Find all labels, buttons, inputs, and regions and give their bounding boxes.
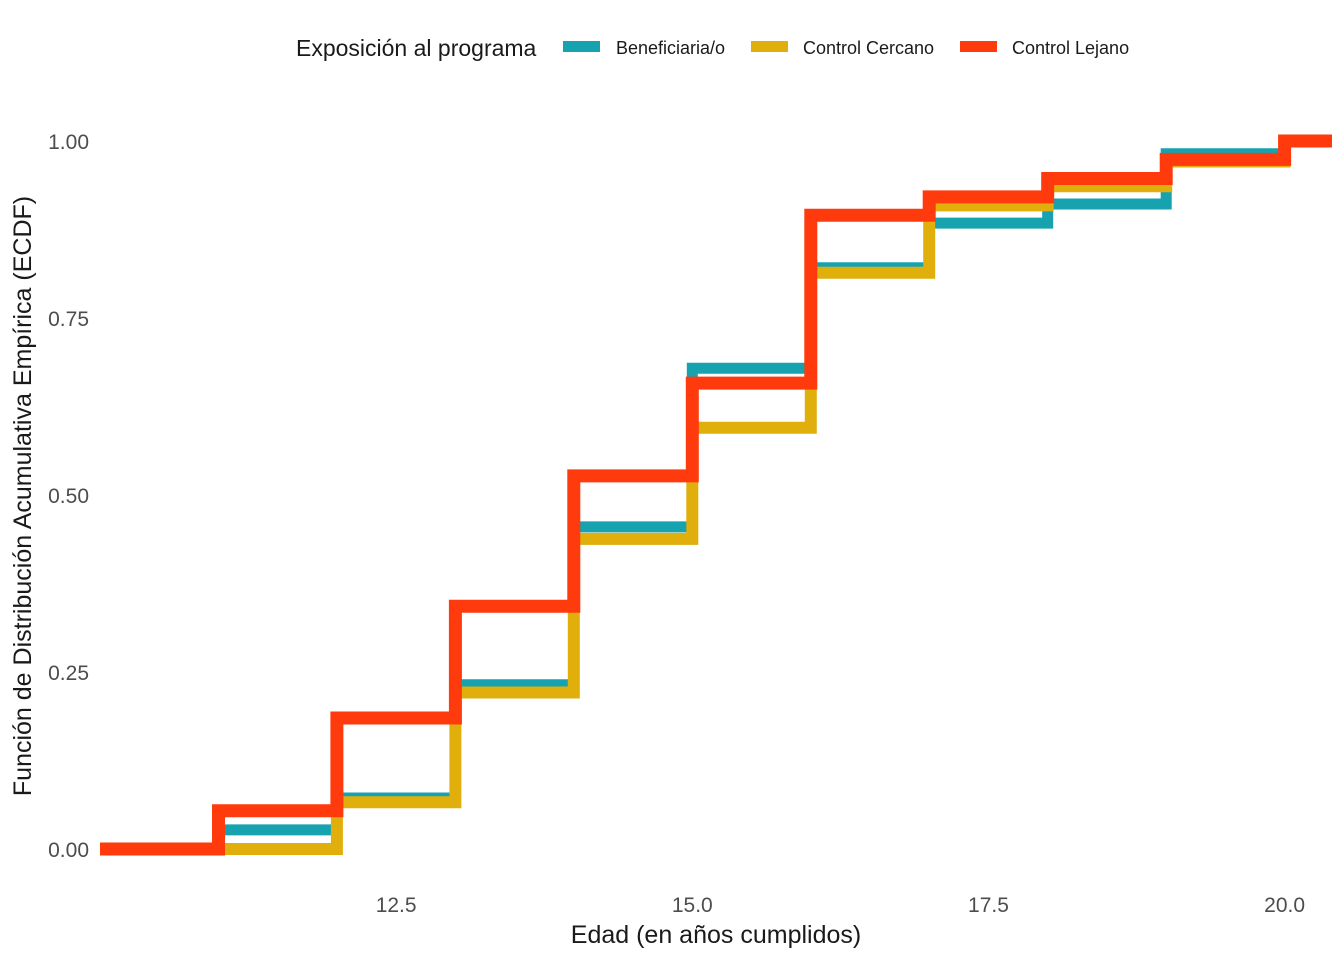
x-tick-label: 20.0 [1264,894,1305,917]
legend-key-1 [751,41,788,52]
x-axis-tick-labels: 12.5 15.0 17.5 20.0 [376,894,1305,917]
legend-key-2 [960,41,997,52]
x-axis-title: Edad (en años cumplidos) [571,921,861,949]
legend-label-1: Control Cercano [803,38,934,58]
x-tick-label: 12.5 [376,894,417,917]
y-tick-label: 0.75 [48,308,89,331]
legend-title: Exposición al programa [296,35,537,61]
y-tick-label: 0.50 [48,485,89,508]
y-tick-label: 1.00 [48,131,89,154]
legend: Exposición al programa Beneficiaria/o Con… [296,35,1129,61]
series-line-0 [100,135,1332,855]
series-line-1 [100,135,1332,855]
y-axis-tick-labels: 0.00 0.25 0.50 0.75 1.00 [48,131,89,862]
series-layer [100,134,1332,856]
x-tick-label: 15.0 [672,894,713,917]
y-tick-label: 0.00 [48,839,89,862]
y-tick-label: 0.25 [48,662,89,685]
legend-key-0 [563,41,600,52]
y-axis-title: Función de Distribución Acumulativa Empí… [9,196,37,796]
x-tick-label: 17.5 [968,894,1009,917]
legend-label-0: Beneficiaria/o [616,38,725,58]
series-line-2 [100,134,1332,856]
legend-label-2: Control Lejano [1012,38,1129,58]
